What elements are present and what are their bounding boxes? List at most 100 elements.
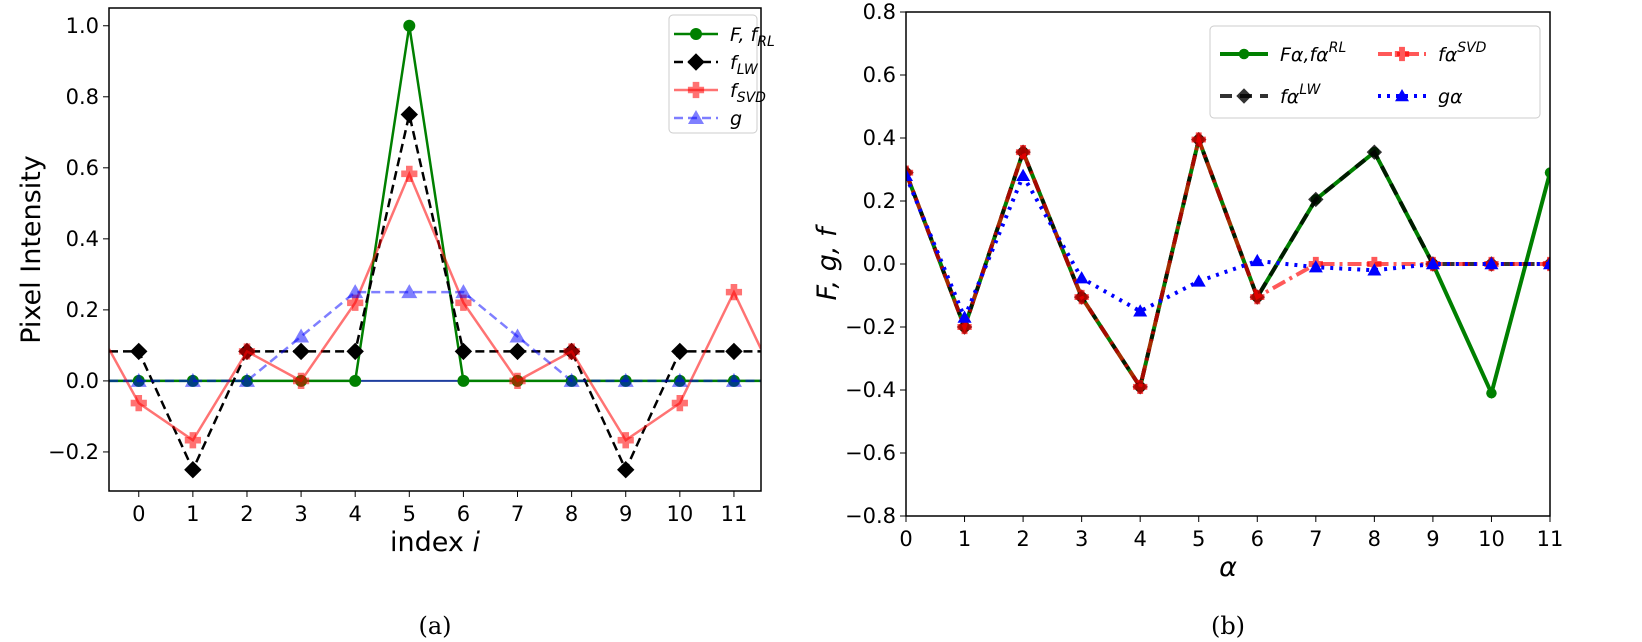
legend-label: fLW — [730, 52, 759, 78]
data-point — [457, 374, 470, 387]
data-point — [1074, 271, 1089, 284]
data-point — [347, 294, 364, 311]
data-point — [292, 372, 310, 390]
x-tick-label: 0 — [132, 502, 145, 526]
legend-label: Fα,fαRL — [1280, 40, 1346, 66]
data-point — [1133, 304, 1148, 317]
data-point — [671, 372, 688, 387]
axes-frame — [108, 7, 762, 492]
data-point — [454, 342, 473, 361]
x-tick-label: 8 — [1368, 527, 1381, 551]
series-line — [906, 132, 1550, 392]
data-point — [1250, 253, 1265, 267]
y-tick-label: 0.8 — [863, 0, 896, 24]
x-tick-label: 11 — [1537, 527, 1564, 551]
data-point — [346, 342, 364, 361]
data-point — [238, 372, 255, 387]
data-point — [292, 342, 310, 361]
legend-marker — [1238, 48, 1250, 60]
data-point — [347, 284, 364, 299]
data-point — [1425, 257, 1440, 270]
x-axis-label: index i — [390, 527, 480, 558]
legend-marker — [688, 110, 704, 124]
legend-label: gα — [1438, 86, 1463, 108]
y-tick-label: 0.4 — [66, 227, 99, 251]
series-line — [906, 132, 1550, 392]
legend-frame — [1209, 25, 1541, 119]
data-point — [401, 165, 418, 182]
data-point — [563, 343, 580, 360]
y-tick-label: 1.0 — [66, 14, 99, 38]
data-point — [238, 343, 256, 360]
legend-marker — [1394, 46, 1410, 62]
legend-marker — [1395, 89, 1409, 102]
data-point — [1543, 257, 1550, 270]
data-point — [184, 432, 201, 449]
data-point — [1074, 289, 1089, 305]
data-point — [671, 395, 688, 412]
series-line — [109, 170, 761, 442]
chart-a: 0 1 2 3 4 5 6 7 8 9 10 11 −0.2 0.0 0.2 0.4 0.6 0.8 1.0 inde… — [16, 7, 775, 640]
x-tick-label: 9 — [1426, 527, 1439, 551]
x-tick-label: 9 — [619, 502, 632, 526]
series-line — [109, 114, 761, 473]
caption: (a) — [418, 612, 451, 640]
y-tick-label: −0.6 — [845, 441, 896, 465]
x-tick-label: 2 — [240, 502, 253, 526]
legend-marker — [1236, 88, 1252, 104]
data-point — [906, 168, 913, 182]
data-point — [1367, 263, 1382, 276]
data-point — [403, 19, 416, 32]
x-tick-label: 2 — [1016, 527, 1029, 551]
data-point — [725, 284, 743, 301]
legend-label: g — [730, 108, 742, 130]
y-axis-label: F, g, f — [812, 224, 843, 301]
x-tick-label: 3 — [1075, 527, 1088, 551]
chart-b: 0 1 2 3 4 5 6 7 8 9 10 11 −0.8 −0.6 −0.4 −0.2 0.0 0.2 0.4 0… — [812, 0, 1563, 640]
series-3 — [109, 284, 761, 387]
data-point — [1544, 167, 1550, 178]
data-point — [184, 372, 201, 387]
data-point — [455, 294, 472, 311]
plot-area — [906, 131, 1550, 400]
data-point — [1191, 132, 1206, 147]
data-point — [671, 342, 689, 361]
legend: Fα,fαRL fαLW fαSVD gα — [1209, 25, 1541, 119]
y-tick-label: 0.6 — [66, 156, 99, 180]
y-tick-label: 0.2 — [66, 298, 99, 322]
data-point — [1191, 274, 1206, 287]
data-point — [1015, 145, 1031, 160]
x-tick-label: 7 — [511, 502, 524, 526]
data-point — [725, 372, 742, 387]
x-tick-label: 6 — [1251, 527, 1264, 551]
series-line — [906, 132, 1550, 400]
data-point — [1133, 379, 1148, 394]
data-point — [1486, 387, 1497, 399]
series-3 — [906, 168, 1550, 323]
data-point — [617, 432, 634, 449]
data-point — [1308, 260, 1323, 273]
x-tick-label: 4 — [349, 502, 362, 526]
legend-label: fSVD — [730, 80, 766, 106]
data-point — [293, 328, 310, 343]
x-tick-label: 5 — [1192, 527, 1205, 551]
y-tick-label: 0.6 — [863, 63, 896, 87]
data-point — [130, 342, 148, 361]
data-point — [130, 372, 147, 387]
data-point — [563, 372, 580, 387]
x-tick-label: 6 — [457, 502, 470, 526]
data-point — [184, 460, 202, 479]
x-tick-label: 1 — [186, 502, 199, 526]
x-axis-label: α — [1219, 552, 1237, 583]
data-point — [509, 372, 526, 390]
y-tick-label: 0.0 — [66, 369, 99, 393]
y-tick-label: 0.0 — [863, 252, 896, 276]
data-point — [725, 342, 743, 361]
data-point — [130, 395, 147, 412]
y-tick-label: −0.2 — [48, 440, 99, 464]
x-tick-label: 8 — [565, 502, 578, 526]
series-2 — [109, 165, 761, 449]
y-tick-label: 0.4 — [863, 126, 896, 150]
